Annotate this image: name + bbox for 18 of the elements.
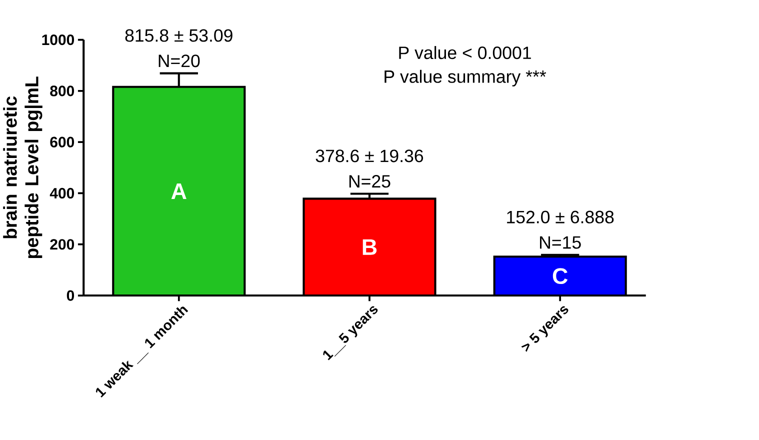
annotation: P value summary *** — [384, 70, 546, 86]
y-tick-label: 0 — [66, 290, 74, 301]
y-tick-label: 200 — [50, 238, 74, 250]
y-axis-title: brain natriuretic peptide Level pg|mL — [3, 76, 42, 258]
y-tick-label: 400 — [50, 188, 74, 198]
annotation: C — [552, 268, 568, 284]
data-label: 152.0 ± 6.888 — [507, 210, 614, 224]
data-label: 815.8 ± 53.09 — [125, 29, 232, 42]
data-label: 378.6 ± 19.36 — [316, 149, 424, 162]
annotation: A — [171, 183, 186, 199]
annotation: N=25 — [349, 174, 390, 188]
annotation: N=20 — [158, 54, 200, 68]
y-tick-label: 600 — [50, 136, 74, 148]
annotation: B — [362, 239, 377, 255]
y-tick-label: 1000 — [42, 34, 74, 45]
annotation: N=15 — [540, 236, 581, 249]
annotation: P value < 0.0001 — [399, 46, 531, 59]
y-tick-label: 800 — [50, 85, 74, 96]
